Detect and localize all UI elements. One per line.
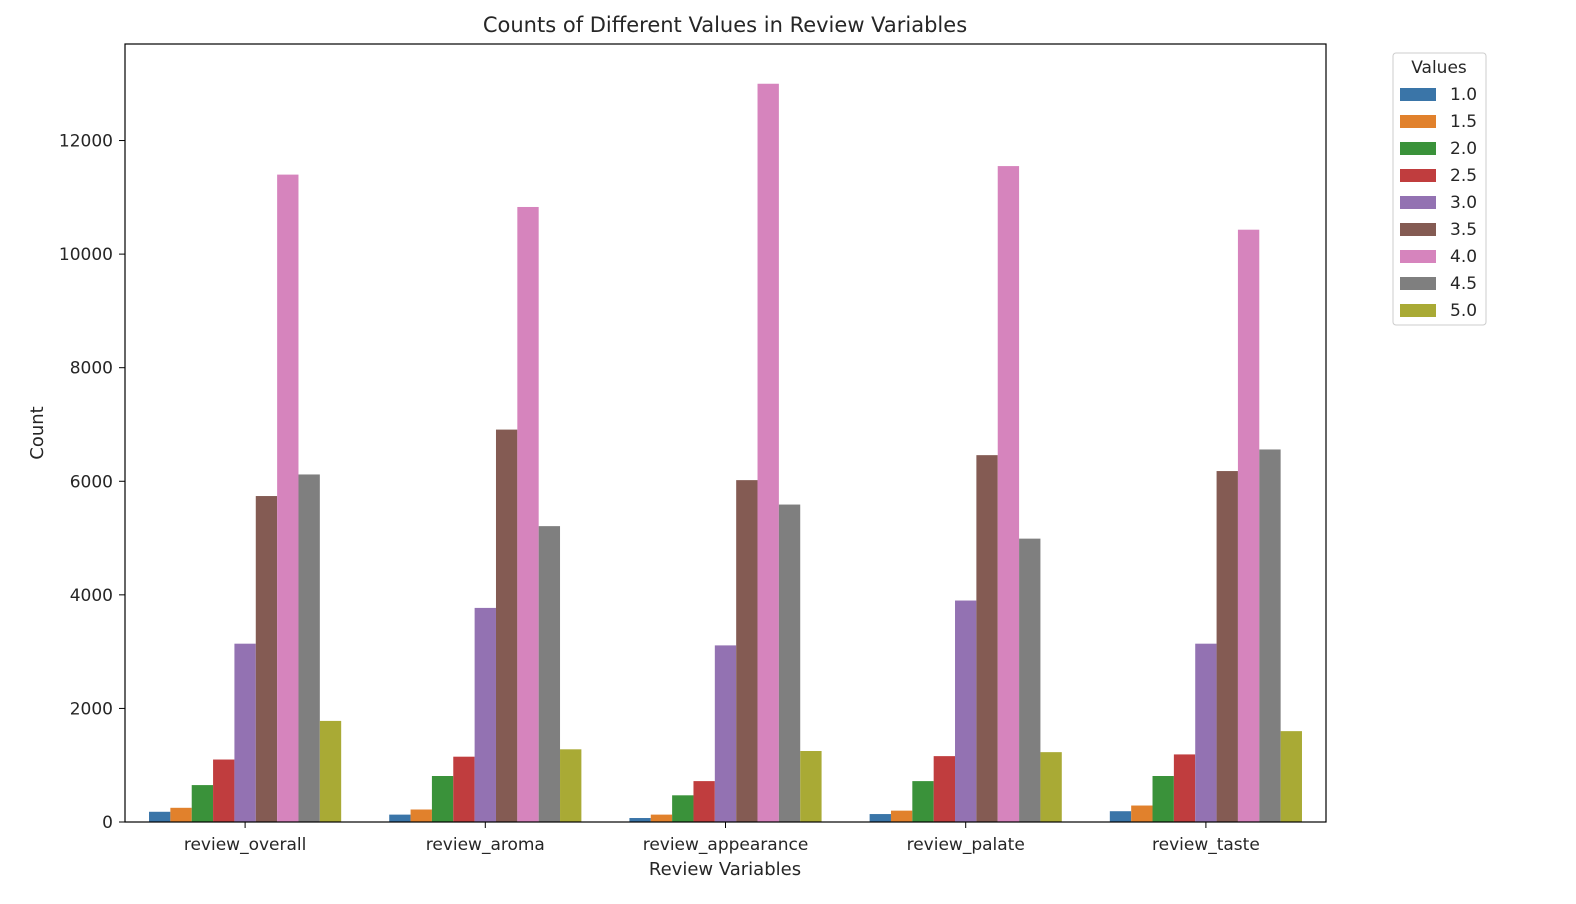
bars-group [149,83,1302,823]
legend: Values 1.0 1.5 2.0 2.5 3.0 3.5 4.0 4.5 5.0 [1392,52,1487,326]
legend-swatch-3.5 [1400,223,1436,236]
y-tick-label: 12000 [59,132,113,152]
bar-review_palate-3.0 [955,600,977,822]
legend-label-4.0: 4.0 [1450,247,1477,267]
bar-review_overall-3.0 [234,643,256,822]
bar-review_palate-4.0 [997,166,1020,823]
legend-swatch-4.0 [1400,250,1436,263]
legend-label-2.0: 2.0 [1450,139,1477,159]
bar-review_taste-2.0 [1152,776,1174,822]
x-tick-label: review_taste [1152,835,1260,855]
legend-swatch-1.5 [1400,115,1436,128]
bar-review_appearance-1.0 [629,818,651,822]
bar-review_aroma-2.0 [431,776,454,822]
y-tick-label: 2000 [70,699,113,719]
legend-label-2.5: 2.5 [1450,166,1477,186]
bar-review_overall-1.0 [149,811,171,822]
x-tick-label: review_overall [184,835,307,855]
bar-review_palate-1.5 [890,810,913,822]
chart-title: Counts of Different Values in Review Var… [483,13,967,37]
bar-review_appearance-5.0 [800,751,822,822]
bar-review_overall-4.0 [277,174,299,823]
x-axis-title: Review Variables [649,859,801,880]
legend-swatch-1.0 [1400,88,1436,101]
bar-review_appearance-1.5 [650,814,673,822]
y-tick-label: 4000 [70,586,113,606]
legend-label-5.0: 5.0 [1450,301,1477,321]
legend-title: Values [1411,58,1467,78]
bar-review_taste-2.5 [1173,754,1196,822]
bar-review_palate-3.5 [976,455,998,822]
bar-review_aroma-3.0 [474,607,496,822]
legend-label-4.5: 4.5 [1450,274,1477,294]
y-tick-label: 6000 [70,472,113,492]
bar-review_aroma-4.5 [538,526,561,822]
y-tick-label: 10000 [59,245,113,265]
bar-review_overall-5.0 [319,720,342,822]
bar-review_aroma-2.5 [453,756,475,822]
bar-review_taste-4.5 [1259,449,1281,822]
bar-review_aroma-3.5 [495,429,518,822]
bar-review_appearance-2.0 [672,795,694,822]
bar-review_appearance-3.5 [736,480,758,822]
bar-review_taste-3.5 [1216,471,1238,822]
bar-review_overall-1.5 [170,807,192,822]
legend-swatch-2.5 [1400,169,1436,182]
legend-label-3.5: 3.5 [1450,220,1477,240]
bar-review_overall-4.5 [298,474,320,822]
bar-review_appearance-4.5 [778,504,801,822]
y-tick-label: 0 [102,813,113,833]
bar-review_overall-3.5 [255,496,278,822]
legend-swatch-5.0 [1400,304,1436,317]
bar-review_palate-2.0 [912,781,934,822]
bar-review_palate-1.0 [869,814,891,822]
bar-review_overall-2.0 [191,785,214,822]
x-tick-label: review_aroma [426,835,545,855]
bar-review_taste-4.0 [1237,229,1260,822]
bar-review_appearance-4.0 [757,83,779,822]
bar-review_aroma-4.0 [517,206,539,823]
bar-review_taste-5.0 [1280,731,1302,822]
bar-review_palate-2.5 [933,756,956,822]
bar-review_appearance-2.5 [693,781,715,822]
x-tick-label: review_appearance [643,835,809,855]
bar-review_aroma-1.5 [410,809,432,822]
bar-review_palate-5.0 [1040,752,1062,822]
x-axis: review_overall review_aroma review_appeara… [184,822,1260,855]
bar-review_overall-2.5 [213,759,235,822]
legend-swatch-2.0 [1400,142,1436,155]
bar-review_aroma-5.0 [560,749,582,822]
x-tick-label: review_palate [907,835,1025,855]
bar-review_taste-1.0 [1109,811,1132,822]
legend-label-1.0: 1.0 [1450,85,1477,105]
y-axis: 0 2000 4000 6000 8000 10000 12000 [59,132,125,833]
bar-review_aroma-1.0 [389,814,411,822]
bar-review_taste-3.0 [1195,643,1217,822]
legend-label-3.0: 3.0 [1450,193,1477,213]
bar-review_palate-4.5 [1019,538,1041,822]
bar-review_taste-1.5 [1131,805,1153,822]
legend-label-1.5: 1.5 [1450,112,1477,132]
bar-review_appearance-3.0 [714,645,737,822]
legend-swatch-4.5 [1400,277,1436,290]
y-axis-title: Count [27,406,48,459]
y-tick-label: 8000 [70,359,113,379]
legend-swatch-3.0 [1400,196,1436,209]
